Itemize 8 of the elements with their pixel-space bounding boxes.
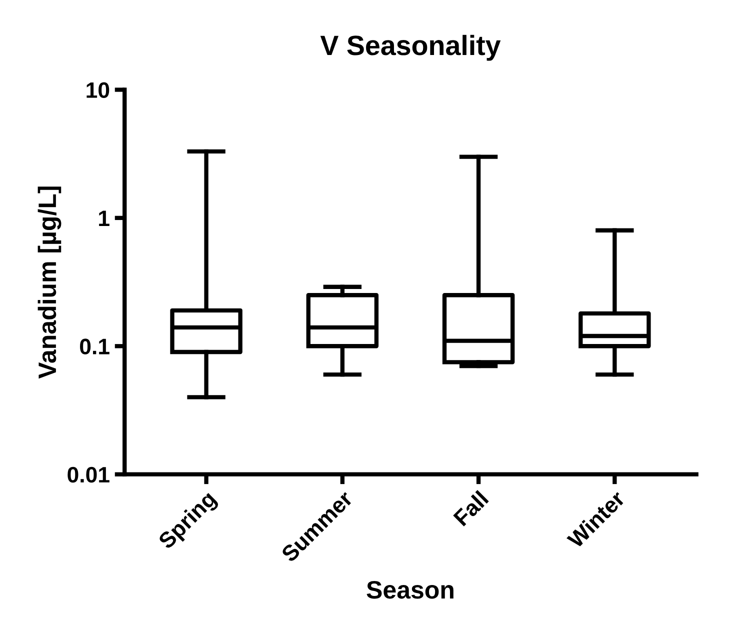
y-tick-label: 0.01 (68, 466, 110, 483)
x-tick-label: Fall (452, 490, 489, 526)
y-tick-label: 0.1 (80, 338, 110, 354)
y-tick-label: 10 (86, 82, 110, 98)
x-axis-title: Season (366, 581, 454, 599)
y-tick-label: 1 (99, 210, 110, 226)
y-axis-title: Vanadium [µg/L] (38, 186, 62, 379)
chart-title: V Seasonality (320, 34, 501, 61)
